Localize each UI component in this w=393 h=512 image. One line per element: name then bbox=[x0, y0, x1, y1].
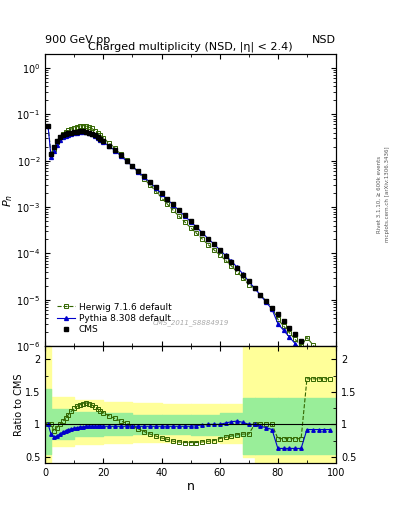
CMS bbox=[51, 143, 56, 150]
Pythia 8.308 default bbox=[46, 123, 50, 130]
Pythia 8.308 default bbox=[165, 197, 170, 203]
Herwig 7.1.6 default bbox=[81, 122, 85, 129]
Text: NSD: NSD bbox=[312, 34, 336, 45]
Pythia 8.308 default bbox=[89, 131, 94, 137]
Pythia 8.308 default bbox=[72, 131, 77, 137]
CMS bbox=[235, 265, 239, 271]
Pythia 8.308 default bbox=[328, 376, 332, 382]
Text: 900 GeV pp: 900 GeV pp bbox=[45, 34, 110, 45]
CMS bbox=[46, 123, 50, 130]
Pythia 8.308 default bbox=[51, 148, 56, 154]
Herwig 7.1.6 default bbox=[328, 364, 332, 370]
Pythia 8.308 default bbox=[63, 133, 68, 139]
Line: CMS: CMS bbox=[46, 124, 332, 380]
Line: Herwig 7.1.6 default: Herwig 7.1.6 default bbox=[46, 123, 332, 369]
Y-axis label: Ratio to CMS: Ratio to CMS bbox=[14, 374, 24, 436]
Text: CMS_2011_S8884919: CMS_2011_S8884919 bbox=[152, 319, 229, 326]
CMS bbox=[63, 131, 68, 137]
X-axis label: n: n bbox=[187, 480, 195, 493]
CMS bbox=[72, 129, 77, 135]
Herwig 7.1.6 default bbox=[171, 207, 176, 214]
Y-axis label: $P_n$: $P_n$ bbox=[1, 194, 15, 207]
CMS bbox=[89, 131, 94, 137]
Herwig 7.1.6 default bbox=[63, 129, 68, 135]
Text: Rivet 3.1.10, ≥ 600k events: Rivet 3.1.10, ≥ 600k events bbox=[377, 156, 382, 233]
Herwig 7.1.6 default bbox=[72, 124, 77, 131]
Title: Charged multiplicity (NSD, |η| < 2.4): Charged multiplicity (NSD, |η| < 2.4) bbox=[88, 41, 293, 52]
Herwig 7.1.6 default bbox=[51, 146, 56, 152]
Pythia 8.308 default bbox=[235, 264, 239, 270]
CMS bbox=[328, 375, 332, 381]
Line: Pythia 8.308 default: Pythia 8.308 default bbox=[46, 124, 332, 381]
Text: mcplots.cern.ch [arXiv:1306.3436]: mcplots.cern.ch [arXiv:1306.3436] bbox=[385, 147, 389, 242]
Herwig 7.1.6 default bbox=[241, 275, 245, 281]
Herwig 7.1.6 default bbox=[46, 123, 50, 130]
CMS bbox=[165, 196, 170, 202]
Herwig 7.1.6 default bbox=[92, 127, 97, 134]
Legend: Herwig 7.1.6 default, Pythia 8.308 default, CMS: Herwig 7.1.6 default, Pythia 8.308 defau… bbox=[55, 301, 174, 336]
